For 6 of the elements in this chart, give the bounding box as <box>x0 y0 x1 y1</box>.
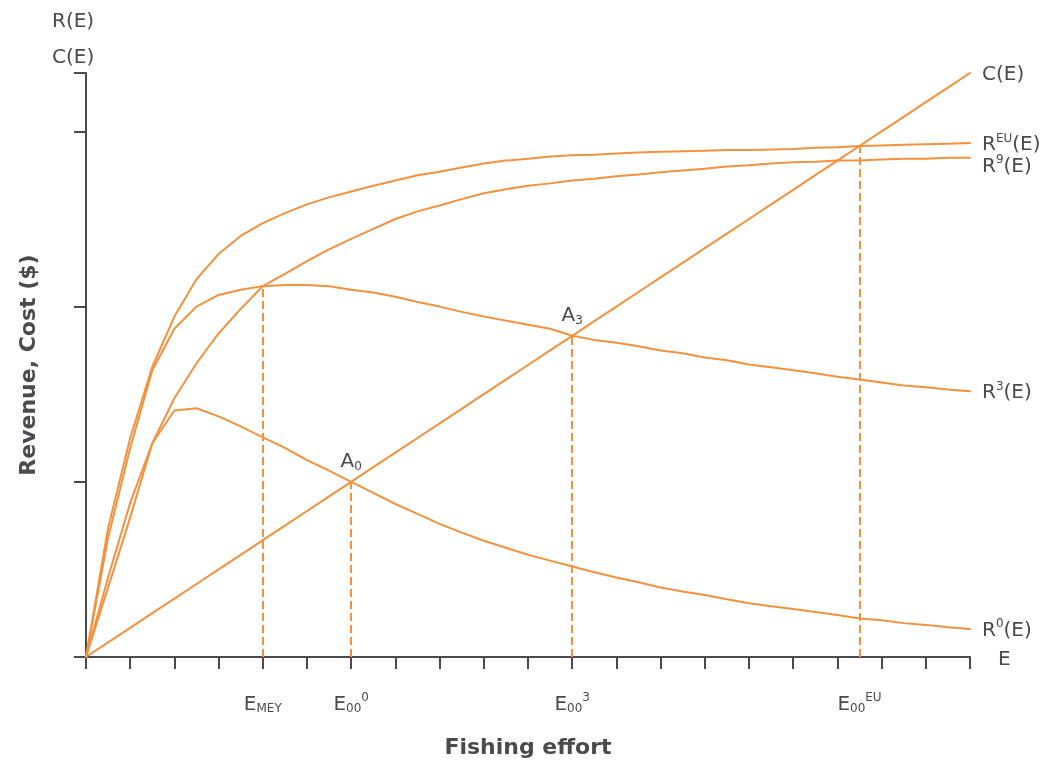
text: R(E) <box>52 8 95 32</box>
text: E <box>998 646 1011 670</box>
series-label: C(E) <box>982 61 1025 85</box>
text: C(E) <box>52 44 95 68</box>
x-axis-title: Fishing effort <box>444 733 613 759</box>
y-axis-title: Revenue, Cost ($) <box>14 254 40 476</box>
